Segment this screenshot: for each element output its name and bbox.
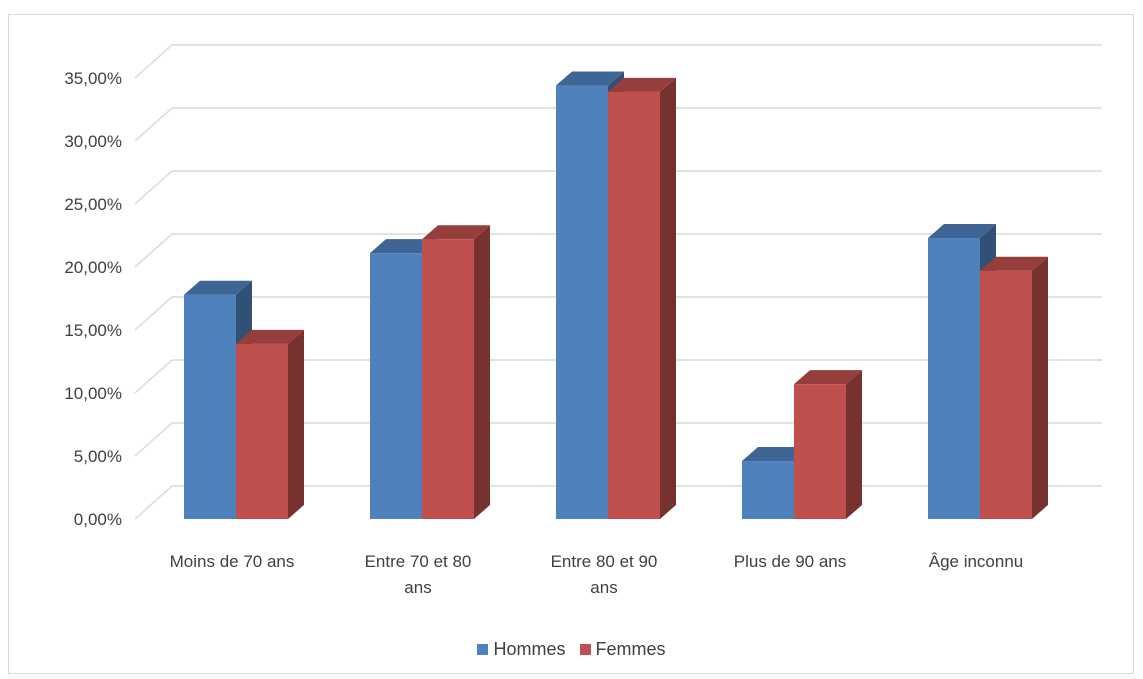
bar [980,270,1032,519]
gridline-diagonal [134,44,173,79]
bar [370,253,422,519]
x-tick-label: Âge inconnu [929,552,1024,571]
y-tick-label: 10,00% [64,384,122,403]
legend-item: Femmes [579,638,666,660]
bar [556,85,608,519]
gridline-diagonal [134,359,173,394]
bar-top [422,225,490,240]
legend-label: Femmes [595,638,666,659]
y-tick-label: 35,00% [64,69,122,88]
bar [794,384,846,519]
x-tick-label: ans [590,578,617,597]
bar [422,239,474,519]
x-tick-label: Entre 70 et 80 [365,552,472,571]
bar-top [980,256,1048,271]
gridline-diagonal [134,296,173,331]
bar [236,343,288,519]
legend-swatch [477,643,489,655]
y-tick-label: 30,00% [64,132,122,151]
gridline-diagonal [134,107,173,142]
legend-swatch [579,643,591,655]
x-tick-label: Entre 80 et 90 [551,552,658,571]
bar-side [846,370,862,519]
x-tick-label: ans [404,578,431,597]
bar [742,461,794,519]
y-tick-label: 25,00% [64,195,122,214]
bar-side [474,225,490,519]
x-tick-label: Plus de 90 ans [734,552,846,571]
x-tick-label: Moins de 70 ans [170,552,295,571]
bar [184,294,236,519]
y-tick-label: 0,00% [74,510,122,529]
bar-top [742,447,810,462]
bar-side [1032,256,1048,519]
y-tick-label: 20,00% [64,258,122,277]
bar-side [660,77,676,520]
bar-top [184,280,252,295]
gridline-diagonal [134,233,173,268]
legend-label: Hommes [493,638,566,659]
gridline-diagonal [134,170,173,205]
y-tick-label: 15,00% [64,321,122,340]
legend-item: Hommes [477,638,566,660]
bar-top [556,71,624,86]
bar-side [288,329,304,519]
bar [608,91,660,520]
gridline-diagonal [134,485,173,520]
bar [928,238,980,519]
bar-top [608,77,676,92]
chart-legend: Hommes Femmes [0,634,1143,664]
bar-top [370,239,438,254]
y-tick-label: 5,00% [74,447,122,466]
bar-top [794,370,862,385]
bar-top [236,329,304,344]
gridline-diagonal [134,422,173,457]
bar-top [928,224,996,239]
